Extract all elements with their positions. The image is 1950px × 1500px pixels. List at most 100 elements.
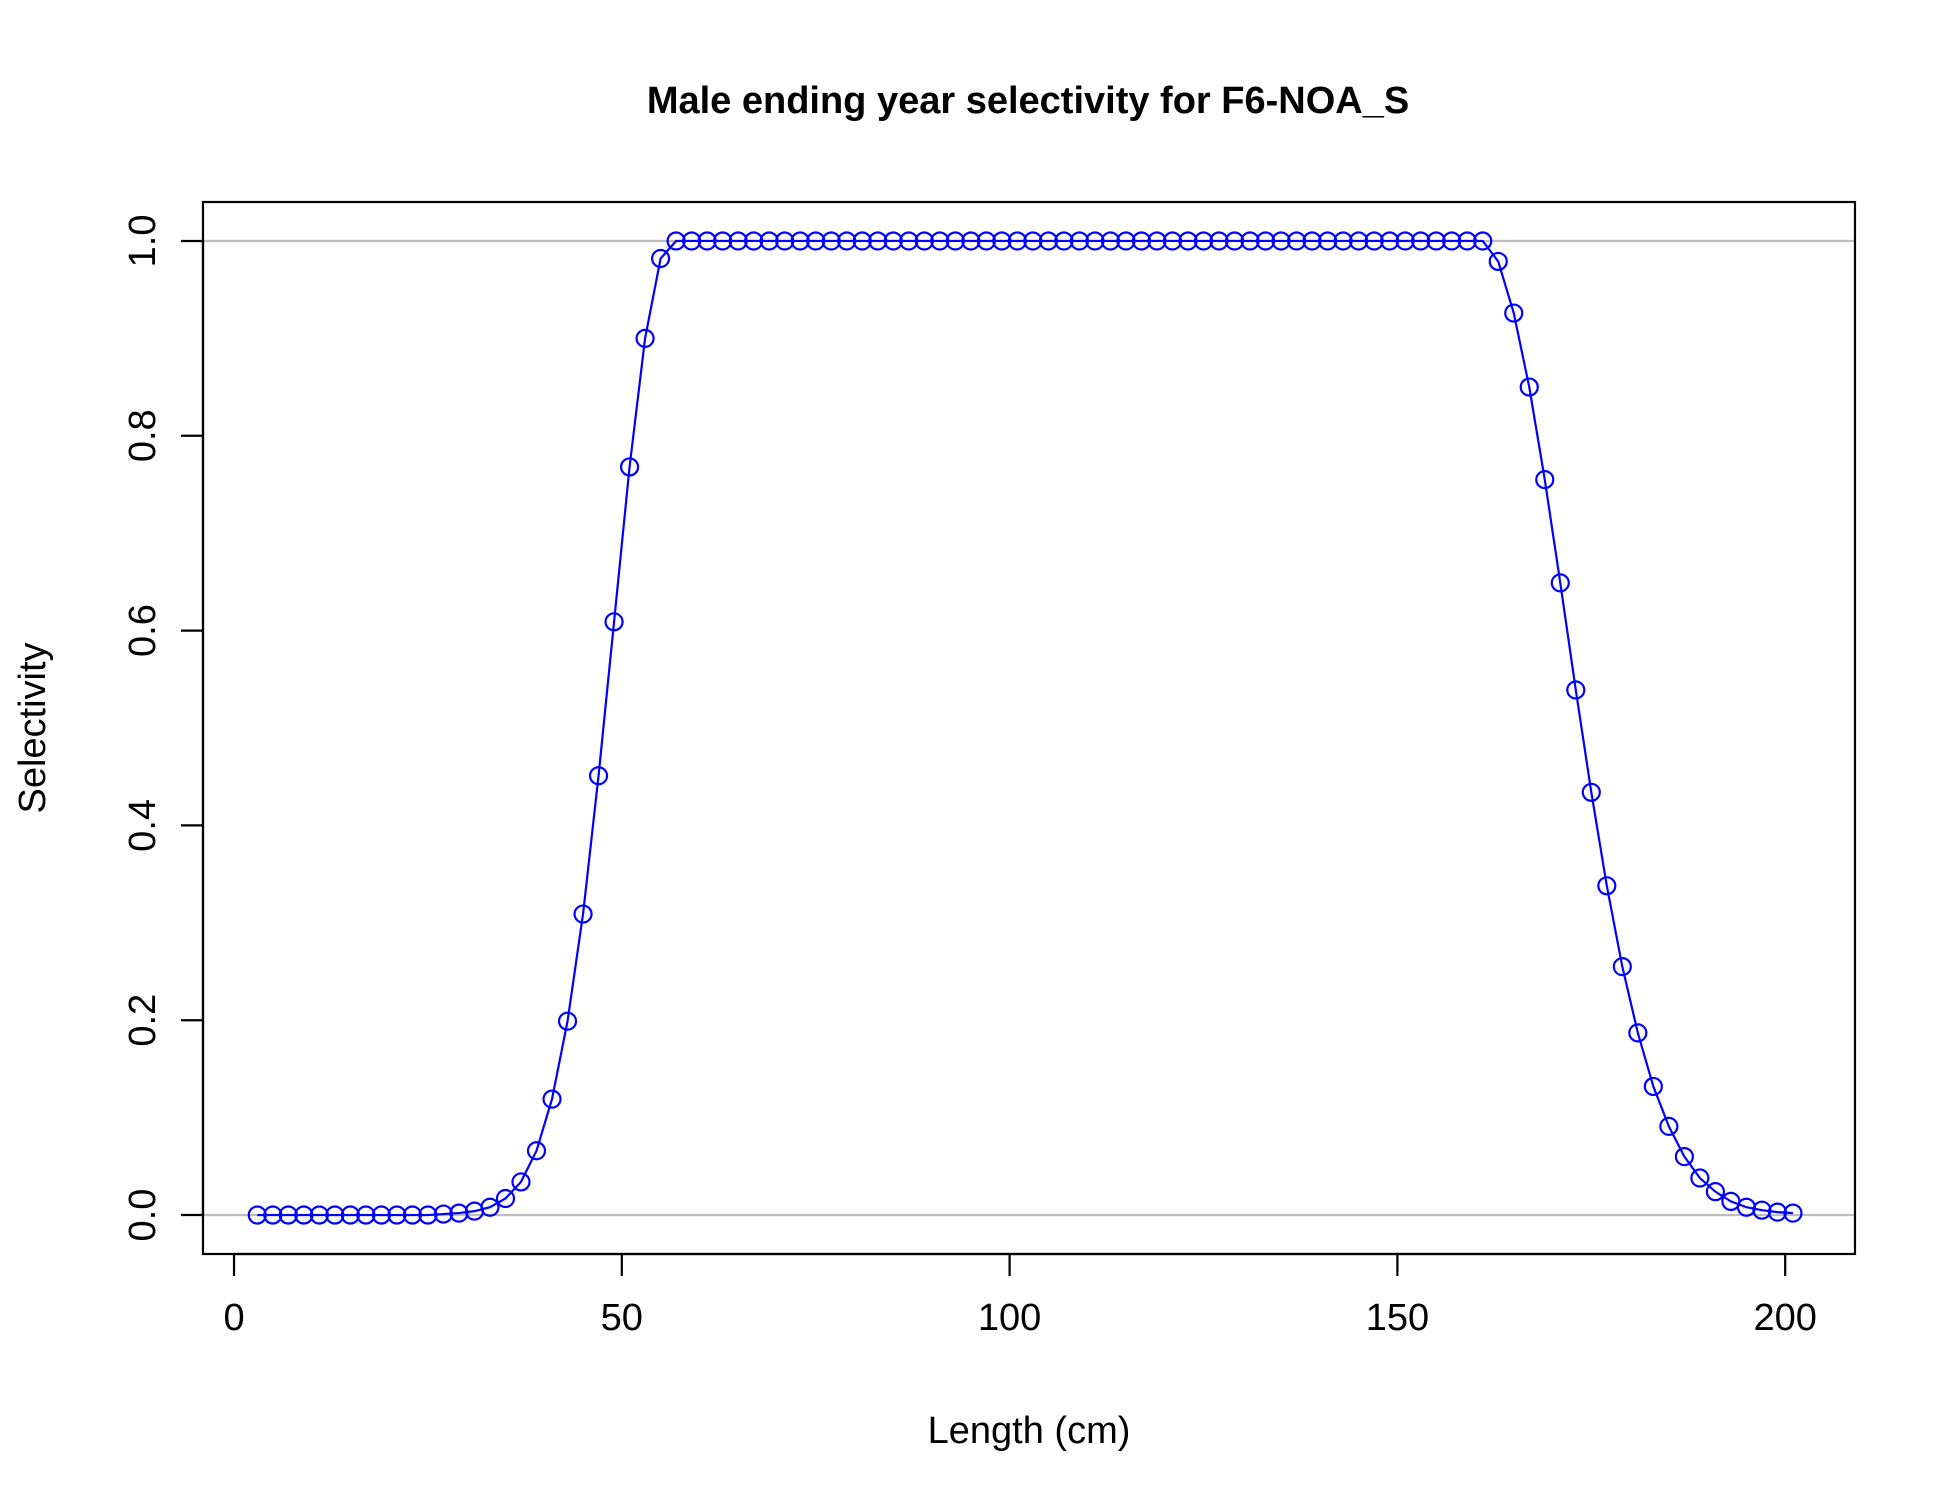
data-point xyxy=(1783,1203,1803,1223)
data-point xyxy=(1069,231,1090,251)
data-point xyxy=(1023,231,1043,251)
x-tick-label: 100 xyxy=(978,1297,1041,1339)
data-point xyxy=(930,231,950,251)
data-point xyxy=(1193,231,1214,251)
data-point xyxy=(1178,231,1198,251)
data-point xyxy=(1395,231,1415,251)
x-tick-label: 0 xyxy=(223,1297,244,1339)
data-point xyxy=(682,231,702,251)
y-tick-label: 0.2 xyxy=(122,994,164,1047)
data-point xyxy=(371,1205,391,1225)
y-tick-label: 0.6 xyxy=(122,604,164,657)
data-point xyxy=(945,231,965,251)
data-point xyxy=(1147,231,1167,251)
plot-frame xyxy=(201,200,1857,1256)
data-point xyxy=(1054,231,1074,251)
data-point xyxy=(1333,231,1353,251)
data-point xyxy=(1674,1146,1694,1167)
data-point xyxy=(713,231,733,251)
data-point xyxy=(402,1205,423,1225)
data-point xyxy=(480,1197,500,1217)
data-point xyxy=(1162,231,1183,251)
data-point xyxy=(1286,231,1307,251)
data-point xyxy=(511,1172,531,1192)
data-point xyxy=(557,1011,578,1031)
data-point xyxy=(1705,1182,1725,1202)
data-point xyxy=(1767,1202,1788,1222)
data-point xyxy=(790,231,810,251)
data-point xyxy=(759,231,779,251)
data-point xyxy=(449,1203,469,1223)
data-point xyxy=(775,231,795,251)
x-axis: 0 50 100 150 200 xyxy=(223,1252,1817,1339)
data-point xyxy=(1224,231,1245,251)
data-point xyxy=(821,231,841,251)
data-point xyxy=(1504,303,1524,323)
data-point xyxy=(1566,680,1586,700)
data-point xyxy=(899,231,919,251)
data-point xyxy=(697,231,717,251)
data-point xyxy=(1411,231,1431,251)
data-point xyxy=(1116,231,1136,251)
data-point xyxy=(263,1205,283,1225)
data-point xyxy=(1473,231,1493,251)
data-point xyxy=(1318,231,1338,251)
data-point xyxy=(1612,957,1632,977)
data-point xyxy=(650,248,671,269)
x-tick-label: 200 xyxy=(1753,1297,1816,1339)
data-point xyxy=(666,231,686,251)
x-axis-label: Length (cm) xyxy=(928,1410,1131,1452)
data-point xyxy=(852,231,872,251)
data-point xyxy=(1364,231,1384,251)
data-point xyxy=(1240,231,1260,251)
data-point xyxy=(1519,377,1539,397)
data-point xyxy=(1085,231,1105,251)
y-axis: 0.0 0.2 0.4 0.6 0.8 1.0 xyxy=(122,215,205,1242)
data-point xyxy=(588,766,609,786)
data-points xyxy=(247,231,1803,1225)
data-point xyxy=(247,1205,267,1225)
data-point xyxy=(573,904,593,924)
y-tick-label: 0.0 xyxy=(122,1189,164,1242)
data-point xyxy=(728,231,748,251)
data-point xyxy=(526,1141,547,1161)
data-point xyxy=(1426,231,1446,251)
data-point xyxy=(309,1205,329,1225)
data-point xyxy=(418,1205,438,1225)
data-point xyxy=(976,231,996,251)
data-point xyxy=(1100,231,1121,251)
data-point xyxy=(1550,573,1570,593)
data-point xyxy=(1752,1200,1772,1220)
data-point xyxy=(1209,231,1229,251)
x-tick-label: 50 xyxy=(601,1297,643,1339)
chart-title: Male ending year selectivity for F6-NOA_… xyxy=(647,80,1409,122)
y-tick-label: 0.4 xyxy=(122,799,164,852)
data-point xyxy=(806,231,826,251)
y-axis-label: Selectivity xyxy=(12,642,54,813)
data-point xyxy=(1581,782,1601,802)
data-point xyxy=(1349,231,1369,251)
data-point xyxy=(1535,470,1555,490)
data-point xyxy=(1038,231,1058,251)
data-point xyxy=(356,1205,376,1225)
data-point xyxy=(325,1205,345,1225)
data-point xyxy=(744,231,764,251)
data-point xyxy=(1643,1076,1663,1097)
data-point xyxy=(1690,1168,1710,1188)
data-point xyxy=(961,231,981,251)
data-point xyxy=(1457,231,1477,251)
data-point xyxy=(619,457,640,477)
data-point xyxy=(1488,251,1508,272)
data-point xyxy=(868,231,888,251)
data-point xyxy=(433,1204,454,1224)
data-point xyxy=(1628,1023,1648,1043)
data-point xyxy=(387,1205,407,1225)
x-tick-label: 150 xyxy=(1366,1297,1429,1339)
data-point xyxy=(604,612,624,632)
data-point xyxy=(837,231,857,251)
data-point xyxy=(1380,231,1400,251)
data-point xyxy=(1131,231,1152,251)
data-point xyxy=(883,231,903,251)
data-point xyxy=(1271,231,1291,251)
